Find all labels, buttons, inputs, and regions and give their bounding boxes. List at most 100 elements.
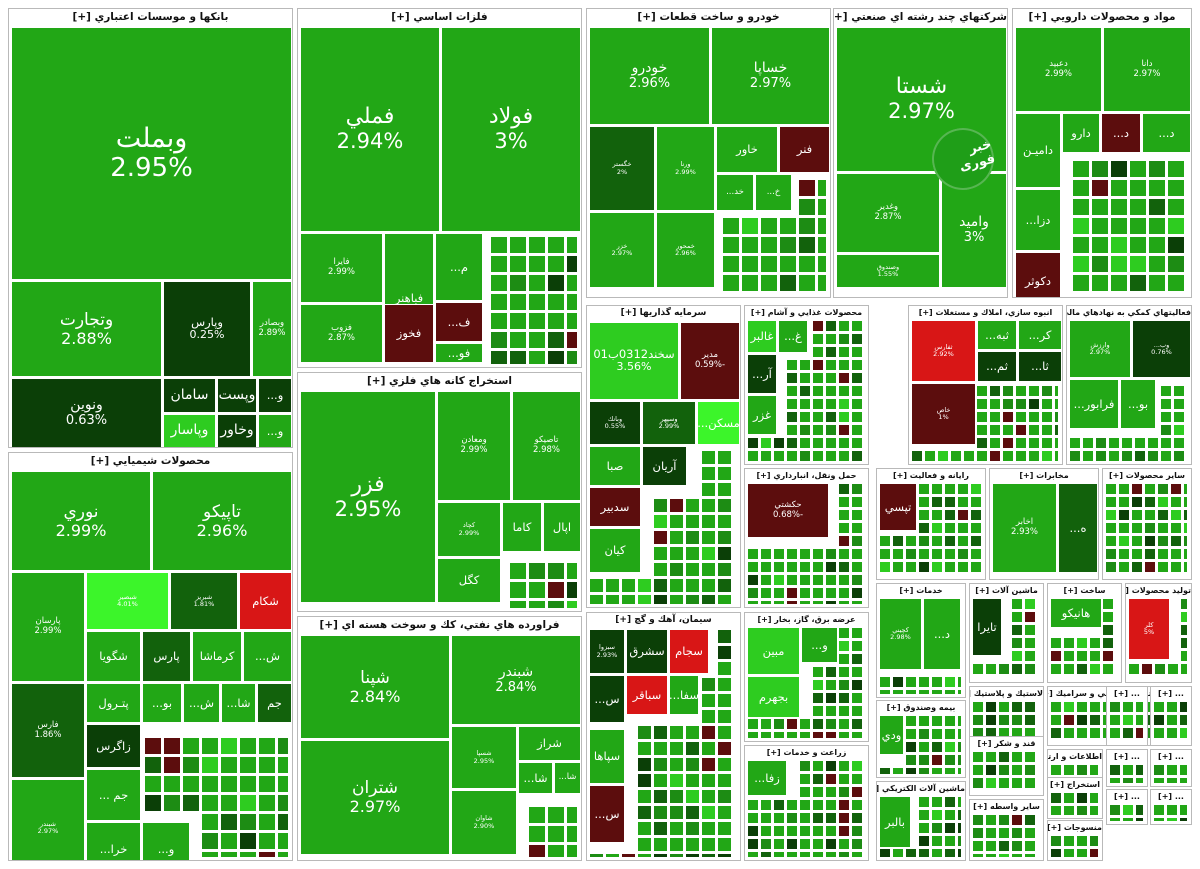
treemap-tile[interactable] <box>741 255 759 273</box>
treemap-tile[interactable]: خاص 1% <box>911 383 976 445</box>
treemap-tile[interactable] <box>1109 817 1121 822</box>
treemap-tile[interactable] <box>1110 198 1128 216</box>
treemap-tile[interactable] <box>918 767 930 775</box>
treemap-tile[interactable] <box>701 853 716 858</box>
treemap-tile[interactable] <box>825 731 837 739</box>
treemap-tile[interactable] <box>786 411 798 423</box>
treemap-tile[interactable] <box>972 701 984 713</box>
treemap-tile[interactable] <box>717 821 732 836</box>
treemap-tile[interactable] <box>1024 853 1036 858</box>
treemap-tile[interactable] <box>1148 179 1166 197</box>
treemap-tile[interactable] <box>786 359 798 371</box>
treemap-tile[interactable] <box>277 737 289 755</box>
treemap-tile[interactable] <box>825 548 837 560</box>
treemap-tile[interactable]: سجام <box>669 629 709 674</box>
treemap-tile[interactable] <box>976 437 988 449</box>
treemap-tile[interactable] <box>653 514 668 529</box>
treemap-tile[interactable] <box>985 701 997 713</box>
treemap-tile[interactable] <box>528 293 546 311</box>
treemap-tile[interactable]: ثبه... <box>977 320 1017 350</box>
treemap-tile[interactable]: وپارس 0.25% <box>163 281 251 377</box>
treemap-tile[interactable] <box>773 825 785 837</box>
treemap-tile[interactable] <box>1166 714 1178 726</box>
treemap-tile[interactable] <box>685 789 700 804</box>
sector-title-construct[interactable]: ساخت [+] <box>1048 584 1121 597</box>
treemap-tile[interactable] <box>931 535 943 547</box>
treemap-tile[interactable] <box>838 561 850 573</box>
treemap-tile[interactable]: س... <box>589 675 625 723</box>
sector-group-sugar[interactable]: قند و شكر [+] <box>969 736 1044 796</box>
sector-title-cement[interactable]: سيمان، آهك و گچ [+] <box>587 613 740 628</box>
treemap-tile[interactable] <box>838 786 850 798</box>
treemap-tile[interactable] <box>931 496 943 508</box>
treemap-tile[interactable] <box>1118 535 1130 547</box>
treemap-tile[interactable] <box>1011 701 1023 713</box>
treemap-tile[interactable] <box>760 217 778 235</box>
sector-title-pharma[interactable]: مواد و محصولات دارويي [+] <box>1013 9 1191 26</box>
treemap-tile[interactable] <box>851 851 863 858</box>
treemap-tile[interactable] <box>1102 637 1114 649</box>
treemap-tile[interactable] <box>773 548 785 560</box>
treemap-tile[interactable] <box>509 331 527 349</box>
treemap-tile[interactable] <box>976 450 988 462</box>
treemap-tile[interactable] <box>1118 522 1130 534</box>
treemap-tile[interactable]: كلر 5% <box>1128 598 1170 660</box>
expand-toggle-icon[interactable]: [+] <box>1114 689 1129 698</box>
treemap-tile[interactable] <box>1129 217 1147 235</box>
treemap-tile[interactable] <box>653 741 668 756</box>
treemap-tile[interactable] <box>851 522 863 534</box>
treemap-tile[interactable] <box>1076 848 1088 858</box>
treemap-tile[interactable] <box>1108 450 1120 462</box>
treemap-tile[interactable]: دارو <box>1062 113 1100 153</box>
treemap-tile[interactable] <box>918 741 930 753</box>
treemap-tile[interactable]: كيان <box>589 528 641 573</box>
treemap-tile[interactable] <box>825 786 837 798</box>
treemap-tile[interactable] <box>1024 611 1036 623</box>
treemap-tile[interactable] <box>528 274 546 292</box>
treemap-tile[interactable] <box>1180 598 1188 610</box>
treemap-tile[interactable] <box>685 773 700 788</box>
treemap-tile[interactable] <box>892 561 904 573</box>
treemap-tile[interactable] <box>1102 624 1114 636</box>
treemap-tile[interactable] <box>566 562 578 580</box>
treemap-tile[interactable] <box>717 546 732 561</box>
treemap-tile[interactable]: خمحور 2.96% <box>656 212 715 288</box>
treemap-tile[interactable] <box>637 805 652 820</box>
treemap-tile[interactable] <box>957 561 969 573</box>
sector-group-mining[interactable]: استخراج كانه هاي فلزي [+] فزر 2.95% ومعادن 2… <box>297 372 582 612</box>
treemap-tile[interactable] <box>747 450 759 462</box>
treemap-tile[interactable] <box>760 799 772 811</box>
treemap-tile[interactable] <box>1091 179 1109 197</box>
treemap-tile[interactable] <box>998 853 1010 858</box>
treemap-tile[interactable] <box>838 773 850 785</box>
treemap-tile[interactable] <box>851 825 863 837</box>
treemap-tile[interactable] <box>220 832 238 850</box>
sector-title-extract[interactable]: استخراج [+] <box>1048 778 1102 791</box>
treemap-tile[interactable] <box>685 741 700 756</box>
treemap-tile[interactable]: تاپيكو 2.96% <box>152 471 292 571</box>
treemap-tile[interactable] <box>669 562 684 577</box>
treemap-tile[interactable] <box>1108 437 1120 449</box>
treemap-tile[interactable] <box>653 562 668 577</box>
treemap-tile[interactable] <box>972 840 984 852</box>
treemap-tile[interactable] <box>1148 274 1166 292</box>
treemap-tile[interactable] <box>653 530 668 545</box>
treemap-tile[interactable] <box>957 835 962 847</box>
treemap-tile[interactable] <box>1173 411 1185 423</box>
treemap-tile[interactable] <box>1167 217 1185 235</box>
treemap-tile[interactable] <box>786 574 798 586</box>
treemap-tile[interactable] <box>1131 535 1143 547</box>
treemap-tile[interactable] <box>825 333 837 345</box>
treemap-tile[interactable] <box>144 737 162 755</box>
treemap-tile[interactable] <box>528 255 546 273</box>
treemap-tile[interactable]: تپسي <box>879 483 917 531</box>
treemap-tile[interactable] <box>825 718 837 730</box>
treemap-tile[interactable] <box>163 775 181 793</box>
treemap-tile[interactable] <box>905 689 917 695</box>
treemap-tile[interactable] <box>838 851 850 858</box>
treemap-tile[interactable] <box>989 385 1001 397</box>
treemap-tile[interactable] <box>957 754 962 766</box>
sector-group-telecom[interactable]: مخابرات [+] اخابر 2.93% ه... <box>989 468 1099 580</box>
treemap-tile[interactable] <box>1183 496 1188 508</box>
treemap-tile[interactable] <box>812 333 824 345</box>
